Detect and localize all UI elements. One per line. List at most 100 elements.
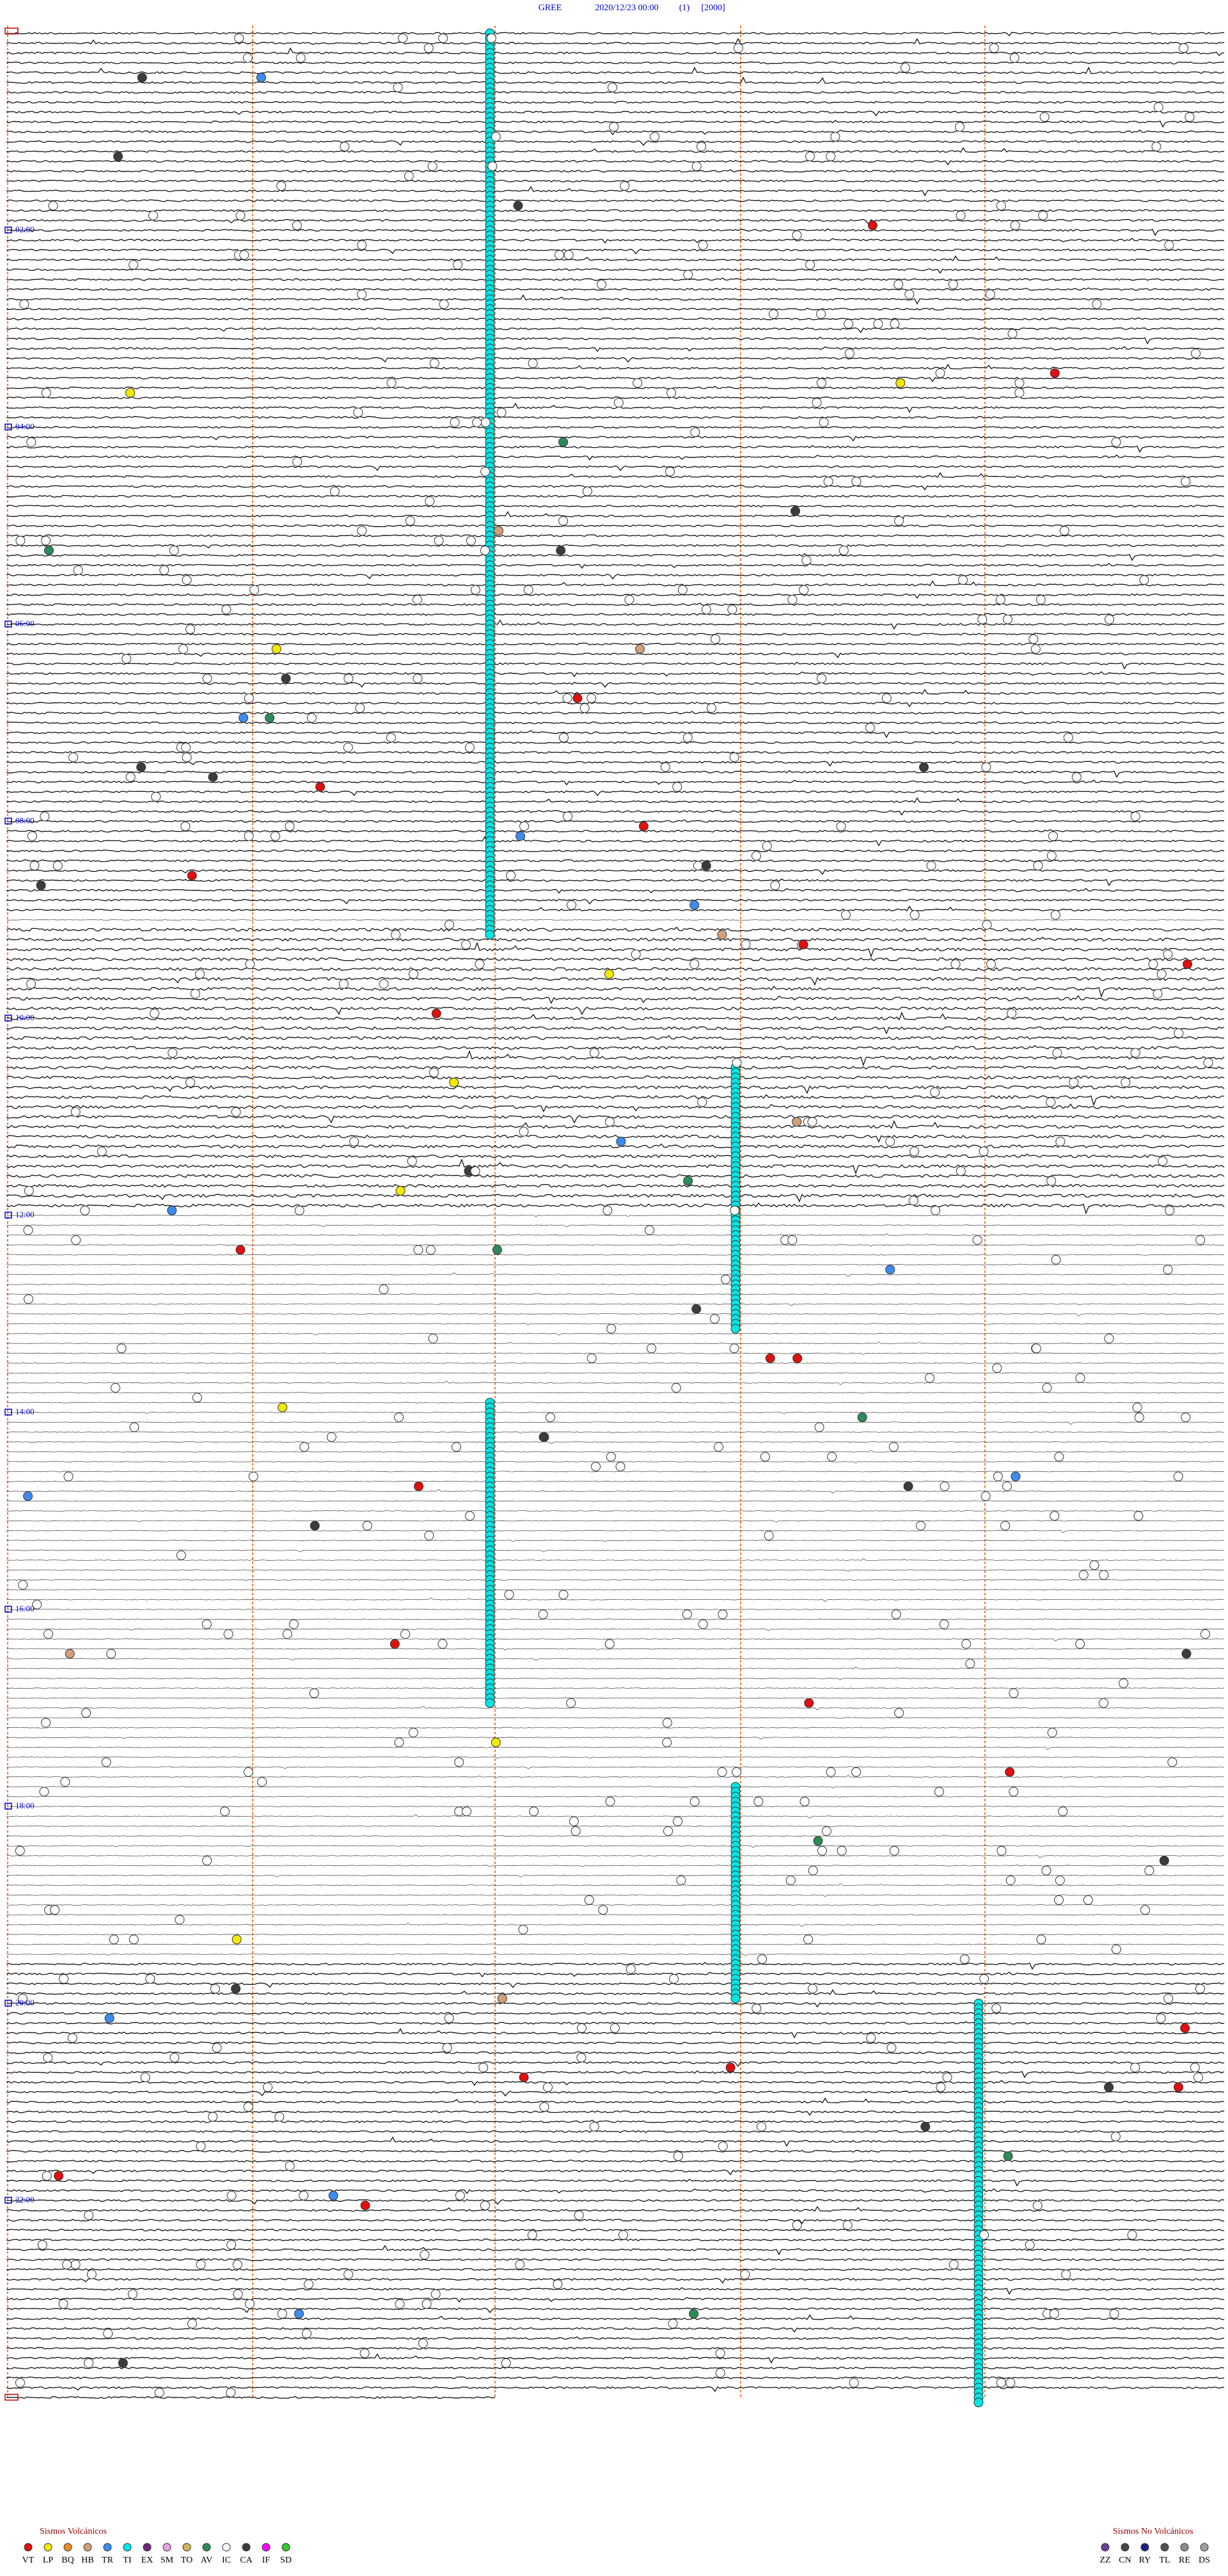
trace: [6, 386, 1225, 390]
trace: [6, 1065, 1225, 1070]
event-pick: [271, 831, 281, 841]
event-pick: [1130, 2062, 1140, 2073]
event-pick: [438, 33, 448, 43]
event-pick: [770, 880, 780, 890]
event-pick: [232, 2259, 242, 2270]
event-pick: [631, 949, 641, 960]
event-pick: [516, 831, 526, 841]
event-pick: [480, 2201, 490, 2211]
legend-swatch: [222, 2543, 231, 2552]
event-pick: [814, 1422, 824, 1432]
event-pick: [697, 141, 707, 152]
trace: [6, 1450, 1225, 1453]
trace: [6, 47, 1225, 56]
trace: [6, 1174, 1225, 1178]
events: [15, 28, 1213, 2408]
event-pick: [830, 132, 840, 142]
event-pick: [727, 604, 737, 615]
event-pick: [118, 2358, 128, 2368]
trace: [6, 1202, 1225, 1215]
trace: [6, 2149, 1225, 2153]
event-pick: [281, 674, 291, 684]
event-pick: [32, 1599, 42, 1609]
event-pick: [867, 220, 878, 230]
legend-swatch: [242, 2543, 251, 2552]
trace: [6, 1431, 1225, 1434]
trace: [6, 1864, 1225, 1867]
trace: [6, 1035, 1225, 1040]
event-pick: [1181, 1648, 1192, 1659]
event-pick: [1181, 477, 1191, 487]
trace: [6, 1549, 1225, 1553]
event-pick: [930, 1087, 940, 1097]
legend-label: CN: [1119, 2556, 1131, 2565]
event-pick: [996, 1845, 1007, 1856]
trace: [6, 1244, 1225, 1247]
event-pick: [558, 437, 569, 447]
trace: [6, 2130, 1225, 2133]
event-pick: [890, 319, 900, 329]
event-pick: [1140, 1905, 1150, 1915]
hour-label: 04:00: [15, 422, 35, 431]
event-pick: [1132, 1402, 1142, 1412]
event-pick: [798, 940, 808, 949]
event-pick: [816, 309, 826, 319]
event-pick: [405, 516, 415, 526]
event-pick: [429, 358, 439, 368]
event-pick: [41, 1718, 51, 1728]
legend-swatch: [1180, 2543, 1189, 2552]
trace: [6, 1922, 1225, 1927]
trace: [6, 727, 1225, 738]
event-pick: [480, 546, 490, 555]
event-pick: [41, 535, 51, 546]
event-pick: [294, 2309, 304, 2319]
event-pick: [604, 969, 614, 979]
event-pick: [757, 1954, 767, 1964]
event-pick: [792, 230, 802, 241]
event-pick: [15, 535, 26, 546]
event-pick: [1002, 1482, 1012, 1491]
event-pick: [591, 1462, 601, 1472]
event-pick: [660, 762, 670, 772]
event-pick: [379, 1284, 389, 1294]
event-pick: [792, 2220, 802, 2230]
event-pick: [633, 378, 643, 388]
event-pick: [757, 2122, 767, 2131]
event-pick: [362, 1521, 372, 1531]
event-pick: [58, 2299, 68, 2309]
trace: [6, 1805, 1225, 1808]
event-pick: [751, 851, 761, 861]
event-pick: [62, 2259, 72, 2270]
trace: [6, 1460, 1225, 1464]
event-pick: [355, 703, 365, 713]
trace: [6, 1579, 1225, 1581]
event-pick: [1032, 2201, 1043, 2211]
event-pick: [248, 1471, 258, 1482]
event-pick: [1071, 772, 1082, 782]
trace: [6, 1638, 1225, 1642]
event-pick: [187, 2319, 197, 2328]
event-pick: [470, 1166, 480, 1176]
start-marker: [4, 28, 19, 35]
event-pick: [1009, 1787, 1019, 1797]
event-pick: [444, 920, 454, 930]
event-pick: [24, 1294, 34, 1304]
event-pick: [1195, 1984, 1205, 1994]
event-pick: [187, 871, 197, 881]
event-pick: [1005, 1876, 1016, 1885]
event-pick: [485, 929, 495, 940]
event-pick: [37, 2240, 47, 2250]
legend-label: DS: [1199, 2556, 1210, 2565]
hour-label: 02:00: [15, 225, 35, 234]
trace: [6, 209, 1225, 212]
event-pick: [1014, 388, 1025, 398]
trace: [6, 2268, 1225, 2271]
event-pick: [662, 1737, 672, 1748]
event-pick: [894, 1708, 904, 1718]
event-pick: [444, 2013, 454, 2023]
event-pick: [881, 693, 892, 703]
event-pick: [285, 2161, 295, 2171]
event-pick: [569, 1816, 579, 1826]
event-pick: [257, 1777, 267, 1787]
legend: Sismos Volcánicos VT LP BQ HB TR TI EX SM TO AV IC C…: [22, 2527, 1210, 2565]
